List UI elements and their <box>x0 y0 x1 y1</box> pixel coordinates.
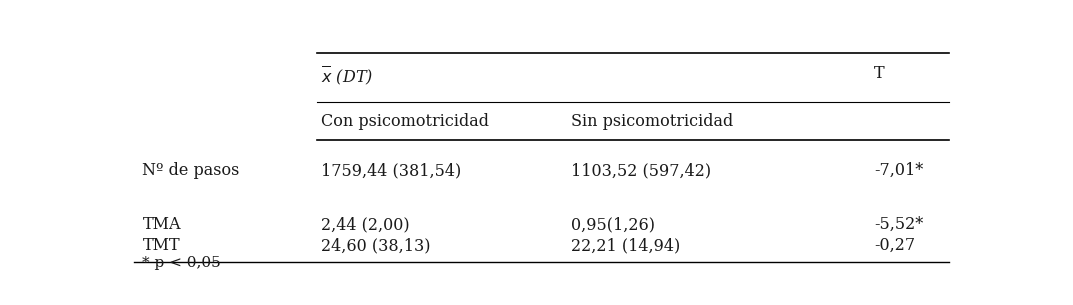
Text: 1103,52 (597,42): 1103,52 (597,42) <box>571 162 710 179</box>
Text: 2,44 (2,00): 2,44 (2,00) <box>321 216 410 233</box>
Text: Sin psicomotricidad: Sin psicomotricidad <box>571 113 733 130</box>
Text: * p < 0,05: * p < 0,05 <box>143 256 221 270</box>
Text: 0,95(1,26): 0,95(1,26) <box>571 216 655 233</box>
Text: TMT: TMT <box>143 237 180 254</box>
Text: 1759,44 (381,54): 1759,44 (381,54) <box>321 162 461 179</box>
Text: Nº de pasos: Nº de pasos <box>143 162 240 179</box>
Text: 24,60 (38,13): 24,60 (38,13) <box>321 237 430 254</box>
Text: Con psicomotricidad: Con psicomotricidad <box>321 113 489 130</box>
Text: -7,01*: -7,01* <box>874 162 924 179</box>
Text: TMA: TMA <box>143 216 181 233</box>
Text: -5,52*: -5,52* <box>874 216 924 233</box>
Text: 22,21 (14,94): 22,21 (14,94) <box>571 237 680 254</box>
Text: T: T <box>874 64 885 81</box>
Text: -0,27: -0,27 <box>874 237 915 254</box>
Text: $x$ (DT): $x$ (DT) <box>321 68 373 87</box>
Text: $\overline{\enspace}$: $\overline{\enspace}$ <box>321 58 330 72</box>
